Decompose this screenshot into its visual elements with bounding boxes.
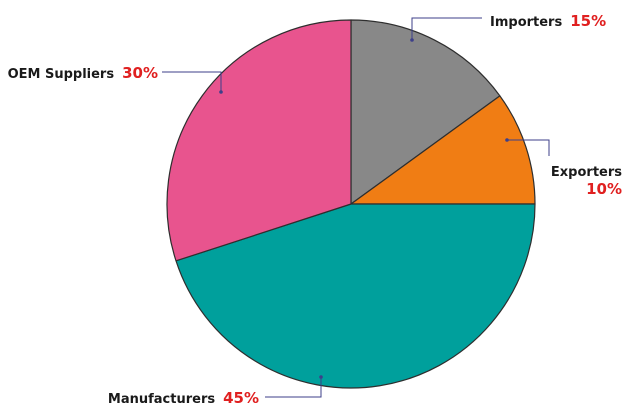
leader-manufacturers	[265, 377, 322, 398]
label-manufacturers: Manufacturers 45%	[108, 389, 259, 405]
slice-importers	[350, 19, 501, 205]
label-manufacturers-name: Manufacturers	[108, 392, 215, 405]
leader-lines	[162, 17, 550, 398]
label-exporters-value: 10%	[586, 180, 622, 198]
leader-oem-suppliers-dot	[219, 90, 223, 94]
leader-importers-dot	[410, 38, 414, 42]
leader-importers	[411, 17, 482, 40]
label-importers-value: 15%	[570, 12, 606, 30]
leader-manufacturers-dot	[319, 375, 323, 379]
slice-exporters	[350, 95, 536, 205]
label-manufacturers-value: 45%	[223, 389, 259, 405]
label-importers-name: Importers	[490, 15, 562, 30]
slice-manufacturers	[175, 203, 536, 389]
label-oem-suppliers-value: 30%	[122, 64, 158, 82]
slice-oem-suppliers	[166, 19, 352, 262]
label-importers: Importers 15%	[490, 12, 606, 30]
slice-labels: Importers 15% Exporters 10% Manufacturer…	[8, 12, 623, 405]
label-oem-suppliers: OEM Suppliers 30%	[8, 64, 158, 82]
leader-exporters	[507, 139, 550, 156]
pie-slices	[166, 19, 536, 389]
leader-oem-suppliers	[162, 71, 222, 92]
label-oem-suppliers-name: OEM Suppliers	[8, 67, 115, 82]
leader-exporters-dot	[505, 138, 509, 142]
label-exporters-name: Exporters	[551, 165, 622, 180]
